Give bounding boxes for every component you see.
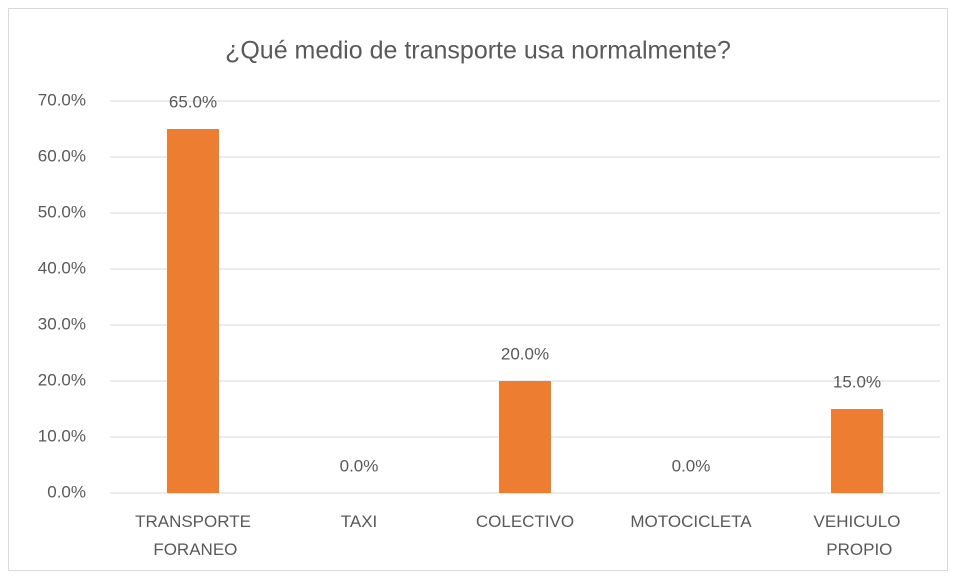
y-tick-label: 60.0% [38,146,86,165]
x-tick-label: TAXI [341,512,378,531]
chart-border [8,8,948,571]
x-tick-label: VEHICULO PROPIO [814,512,901,559]
y-tick-label: 50.0% [38,202,86,221]
y-tick-label: 40.0% [38,258,86,277]
data-label: 0.0% [672,456,711,475]
y-tick-label: 20.0% [38,370,86,389]
y-tick-label: 30.0% [38,314,86,333]
x-tick-label: TRANSPORTE FORANEO [135,512,251,559]
data-label: 15.0% [833,372,881,391]
bar [499,381,551,493]
x-tick-label: MOTOCICLETA [630,512,752,531]
y-tick-label: 10.0% [38,426,86,445]
x-tick-label: COLECTIVO [476,512,574,531]
chart-title: ¿Qué medio de transporte usa normalmente… [225,37,731,65]
y-tick-label: 0.0% [47,482,86,501]
bar [831,409,883,493]
y-tick-label: 70.0% [38,90,86,109]
bar [167,129,219,493]
data-label: 20.0% [501,344,549,363]
data-label: 65.0% [169,92,217,111]
data-label: 0.0% [340,456,379,475]
